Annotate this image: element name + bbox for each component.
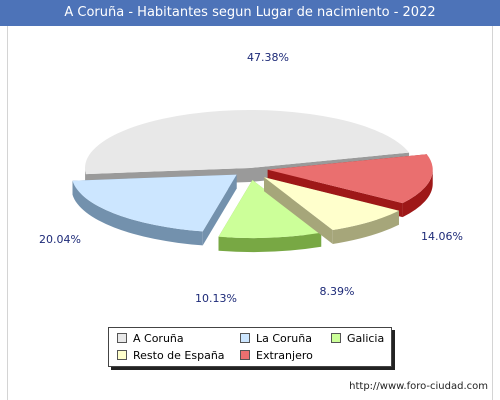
- pie-slice-resto-de-espana: [264, 177, 399, 245]
- pie-slice-la-coruna: [72, 174, 237, 246]
- pie-slice-side-la-coruna: [72, 180, 203, 246]
- pie-slice-extranjero: [267, 154, 433, 218]
- pie-slice-side-extranjero: [402, 169, 433, 218]
- pie-slice-galicia: [218, 180, 322, 253]
- data-label-a-coruna: 47.38%: [247, 51, 289, 64]
- pie-slice-wall-resto-de-espana: [264, 177, 333, 245]
- pie-slice-side-galicia: [218, 232, 322, 253]
- legend-item-a-coruna: A Coruña: [117, 332, 184, 346]
- pie-slice-top-galicia: [218, 180, 322, 239]
- legend-item-la-coruna: La Coruña: [240, 332, 312, 346]
- legend-label-la-coruna: La Coruña: [256, 332, 312, 345]
- credit-link[interactable]: http://www.foro-ciudad.com: [349, 381, 488, 392]
- pie-slice-wall-la-coruna: [202, 174, 237, 246]
- pie-slice-top-resto-de-espana: [264, 177, 399, 231]
- legend-swatch-galicia: [331, 333, 341, 343]
- data-label-extranjero: 14.06%: [421, 230, 463, 243]
- legend-swatch-extranjero: [240, 350, 250, 360]
- pie-slice-top-extranjero: [267, 154, 433, 204]
- legend-swatch-a-coruna: [117, 333, 127, 343]
- legend-label-resto-de-espana: Resto de España: [133, 349, 225, 362]
- data-label-resto-de-espana: 8.39%: [320, 285, 355, 298]
- plot-panel: [7, 26, 493, 400]
- legend-item-resto-de-espana: Resto de España: [117, 349, 225, 363]
- legend-label-galicia: Galicia: [347, 332, 385, 345]
- chart-title: A Coruña - Habitantes segun Lugar de nac…: [0, 0, 500, 26]
- data-label-galicia: 10.13%: [195, 292, 237, 305]
- legend: A Coruña La Coruña Galicia Resto de Espa…: [108, 327, 392, 367]
- legend-label-a-coruna: A Coruña: [133, 332, 184, 345]
- legend-swatch-la-coruna: [240, 333, 250, 343]
- pie-slice-side-resto-de-espana: [332, 210, 399, 245]
- legend-swatch-resto-de-espana: [117, 350, 127, 360]
- legend-label-extranjero: Extranjero: [256, 349, 313, 362]
- data-label-la-coruna: 20.04%: [39, 233, 81, 246]
- legend-item-extranjero: Extranjero: [240, 349, 313, 363]
- legend-item-galicia: Galicia: [331, 332, 384, 346]
- pie-slice-top-a-coruna: [85, 110, 410, 175]
- pie-slice-top-la-coruna: [72, 174, 237, 232]
